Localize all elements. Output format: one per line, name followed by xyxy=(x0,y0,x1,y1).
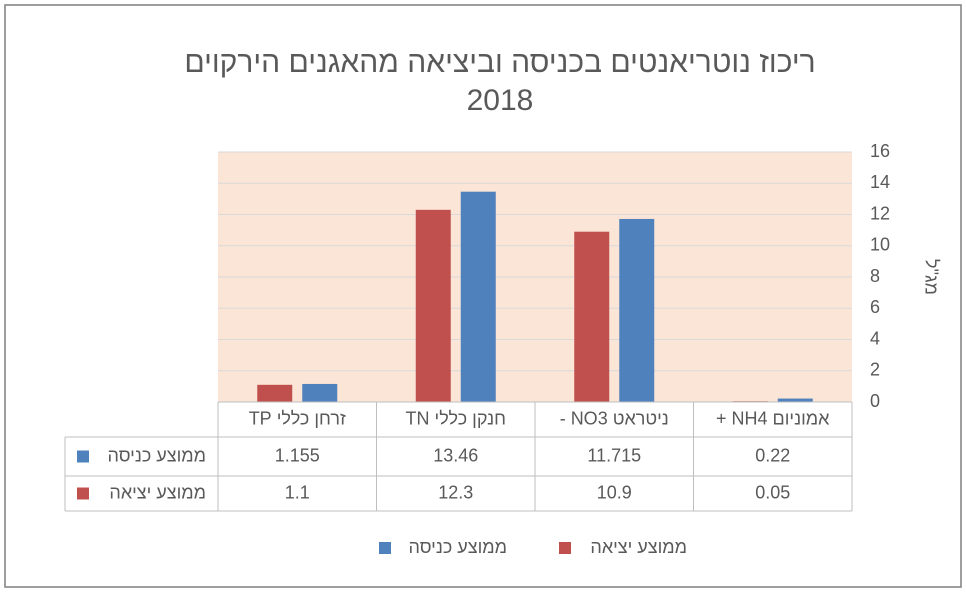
table-value: 12.3 xyxy=(438,482,473,502)
legend-key xyxy=(559,542,571,554)
table-value: 1.155 xyxy=(275,445,320,465)
x-tick-label: חנקן כללי TN xyxy=(406,408,506,428)
y-tick-label: 16 xyxy=(870,141,890,161)
bar xyxy=(777,398,813,402)
legend-label: ממוצע יציאה xyxy=(590,537,687,557)
y-tick-label: 8 xyxy=(870,266,880,286)
x-tick-label: זרחן כללי TP xyxy=(249,408,346,428)
table-legend-key xyxy=(77,450,89,463)
table-value: 10.9 xyxy=(597,482,632,502)
y-tick-label: 2 xyxy=(870,360,880,380)
y-tick-label: 6 xyxy=(870,297,880,317)
y-tick-label: 4 xyxy=(870,328,880,348)
table-value: 1.1 xyxy=(285,482,310,502)
table-value: 11.715 xyxy=(587,445,641,465)
x-tick-label: אמוניום NH4 + xyxy=(716,408,830,428)
x-tick-label: ניטראט NO3 - xyxy=(560,408,669,428)
table-value: 13.46 xyxy=(433,445,478,465)
table-value: 0.05 xyxy=(755,482,790,502)
bar xyxy=(460,191,496,402)
bar xyxy=(257,384,293,402)
legend-key xyxy=(379,542,391,554)
y-tick-label: 0 xyxy=(870,391,880,411)
table-series-name: ממוצע כניסה xyxy=(108,445,207,465)
bar xyxy=(619,218,655,402)
y-axis-label: מג"ל xyxy=(921,259,941,295)
y-tick-label: 10 xyxy=(870,235,890,255)
bar xyxy=(415,209,451,402)
bar xyxy=(574,231,610,402)
y-tick-label: 12 xyxy=(870,203,890,223)
table-value: 0.22 xyxy=(755,445,790,465)
chart-subtitle: 2018 xyxy=(467,84,534,117)
bar xyxy=(302,383,338,402)
legend-label: ממוצע כניסה xyxy=(409,537,508,557)
table-series-name: ממוצע יציאה xyxy=(109,482,206,502)
table-legend-key xyxy=(77,487,89,500)
y-tick-label: 14 xyxy=(870,172,890,192)
chart-title: ריכוז נוטריאנטים בכניסה וביציאה מהאגנים … xyxy=(184,46,815,79)
